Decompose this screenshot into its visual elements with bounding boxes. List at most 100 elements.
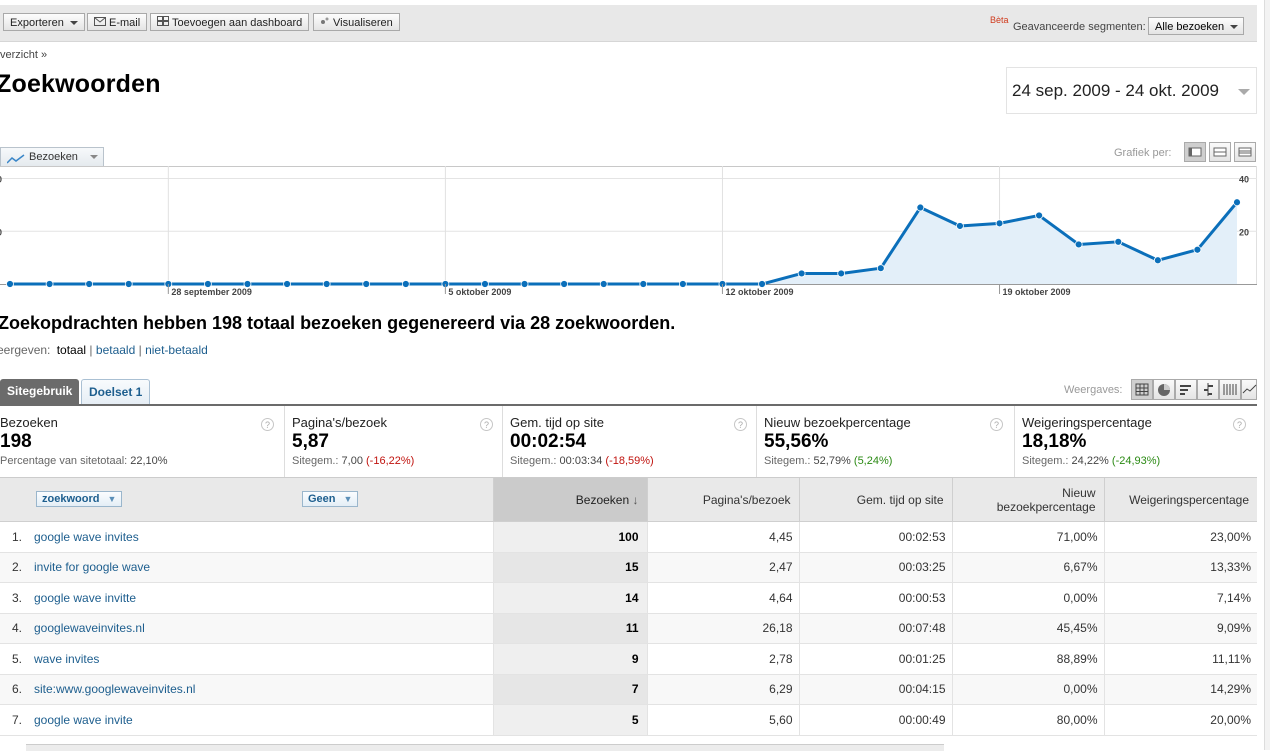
keyword-link[interactable]: googlewaveinvites.nl (34, 621, 145, 636)
new-visits-cell: 80,00% (1056, 712, 1098, 727)
chart-series-line (10, 201, 1239, 286)
scorecard-pages-per-visit: Pagina's/bezoek 5,87 Sitegem.: 7,00 (-16… (285, 406, 503, 477)
table-body: 1. google wave invites 100 4,45 00:02:53 71,0… (0, 521, 1257, 736)
pages-column-header[interactable]: Pagina's/bezoek (646, 478, 799, 522)
row-rank-container: 3. (0, 582, 26, 614)
visits-cell-container: 9 (492, 643, 647, 675)
help-icon[interactable]: ? (990, 418, 1003, 431)
avg-time-cell: 00:07:48 (898, 621, 946, 636)
time-column-header[interactable]: Gem. tijd op site (798, 478, 952, 522)
table-row: 1. google wave invites 100 4,45 00:02:53 71,0… (0, 521, 1257, 553)
pages-per-visit-cell-container: 26,18 (646, 613, 799, 644)
new-visits-cell: 6,67% (1063, 560, 1098, 575)
scorecard-sub-value: 22,10% (130, 455, 168, 467)
avg-time-cell-container: 00:03:25 (798, 552, 952, 583)
new-visits-cell-container: 45,45% (951, 613, 1104, 644)
graph-by-month-button[interactable] (1234, 142, 1256, 162)
help-icon[interactable]: ? (480, 418, 493, 431)
trend-view-icon[interactable] (1241, 379, 1257, 400)
scorecard-avg-time: Gem. tijd op site 00:02:54 Sitegem.: 00:… (503, 406, 757, 477)
advanced-segments-select[interactable]: Alle bezoeken (1148, 17, 1244, 35)
add-to-dashboard-button[interactable]: Toevoegen aan dashboard (150, 13, 310, 32)
keyword-link[interactable]: google wave invites (34, 529, 139, 544)
pie-view-icon[interactable] (1153, 379, 1175, 400)
new-visits-column-header[interactable]: Nieuw bezoekpercentage (951, 478, 1104, 522)
chart-x-tick-label: 28 september 2009 (171, 287, 252, 297)
dashboard-icon (157, 14, 169, 32)
visits-chart: 28 september 2009 5 oktober 2009 12 oktobe… (0, 166, 1257, 297)
new-visits-cell: 45,45% (1056, 621, 1098, 636)
bounce-column-header[interactable]: Weigeringspercentage (1103, 478, 1257, 522)
dimension-header: zoekwoord ▼ Geen ▼ (26, 478, 493, 522)
tab-sitegebruik[interactable]: Sitegebruik (0, 379, 80, 404)
export-button[interactable]: Exporteren (3, 13, 85, 31)
chevron-down-icon: ▼ (343, 494, 353, 504)
view-filter-unpaid-link[interactable]: niet-betaald (145, 343, 208, 357)
chart-x-tick-label: 5 oktober 2009 (448, 287, 511, 297)
chart-data-point (243, 280, 252, 288)
chevron-down-icon (69, 21, 78, 26)
new-visits-cell-container: 80,00% (951, 704, 1104, 736)
bounce-rate-cell: 14,29% (1210, 682, 1251, 697)
keyword-link[interactable]: invite for google wave (34, 560, 151, 575)
table-row: 2. invite for google wave 15 2,47 00:03:25 6,… (0, 552, 1257, 583)
pages-per-visit-cell: 4,64 (769, 590, 793, 605)
primary-dimension-select[interactable]: zoekwoord ▼ (36, 491, 123, 507)
horizontal-scrollbar[interactable] (26, 744, 944, 751)
help-icon[interactable]: ? (1233, 418, 1246, 431)
help-icon[interactable]: ? (261, 418, 274, 431)
breadcrumb[interactable]: verzicht » (0, 49, 48, 61)
graph-by-week-button[interactable] (1209, 142, 1231, 162)
pages-header-label: Pagina's/bezoek (702, 492, 791, 507)
help-icon[interactable]: ? (734, 418, 747, 431)
table-view-icon[interactable] (1131, 379, 1153, 400)
tab-doelset-1[interactable]: Doelset 1 (81, 379, 151, 404)
scorecard-sub: Sitegem.: 7,00 (-16,22%) (292, 455, 502, 467)
comparison-view-icon[interactable] (1197, 379, 1219, 400)
keyword-link[interactable]: site:www.googlewaveinvites.nl (34, 682, 196, 697)
chevron-down-icon (1230, 25, 1238, 29)
views-label: Weergaves: (1064, 384, 1123, 396)
visits-cell: 9 (631, 651, 639, 666)
visits-column-header[interactable]: Bezoeken ↓ (492, 478, 647, 522)
keyword-link[interactable]: wave invites (34, 651, 100, 666)
keywords-table: zoekwoord ▼ Geen ▼ Bezoeken ↓ Pagina's/bez… (0, 478, 1257, 736)
line-chart-icon (6, 152, 25, 170)
pivot-view-icon[interactable] (1219, 379, 1241, 400)
scorecard-sub: Sitegem.: 52,79% (5,24%) (764, 455, 1014, 467)
vertical-scrollbar[interactable] (1264, 0, 1270, 750)
secondary-dimension-select[interactable]: Geen ▼ (302, 491, 359, 507)
keyword-link[interactable]: google wave invitte (34, 590, 137, 605)
pages-per-visit-cell: 6,29 (769, 682, 793, 697)
keyword-link-container: wave invites (26, 643, 493, 675)
scorecard-sub-label: Sitegem.: (764, 455, 811, 467)
visits-cell: 7 (631, 682, 639, 697)
report-toolbar: Exporteren E-mail Toevoegen aan dashboar… (0, 5, 1257, 42)
scorecard-name: Gem. tijd op site (510, 415, 604, 430)
email-button[interactable]: E-mail (87, 13, 148, 31)
pages-per-visit-cell: 5,60 (769, 712, 793, 727)
chart-x-tick-label: 12 oktober 2009 (725, 287, 793, 297)
table-row: 3. google wave invitte 14 4,64 00:00:53 0,00%… (0, 582, 1257, 614)
pages-per-visit-cell-container: 2,47 (646, 552, 799, 583)
visits-cell: 5 (631, 712, 639, 727)
visits-cell-container: 100 (492, 521, 647, 553)
new-visits-cell-container: 71,00% (951, 521, 1104, 553)
row-rank-container: 2. (0, 552, 26, 583)
date-range-picker[interactable]: 24 sep. 2009 - 24 okt. 2009 (1006, 67, 1257, 114)
chart-data-point (1114, 237, 1123, 246)
keyword-link[interactable]: google wave invite (34, 712, 133, 727)
view-filter-paid-link[interactable]: betaald (95, 343, 136, 357)
sort-desc-icon: ↓ (632, 492, 639, 507)
visualize-button[interactable]: Visualiseren (313, 13, 400, 31)
avg-time-cell: 00:04:15 (898, 682, 946, 697)
table-row: 7. google wave invite 5 5,60 00:00:49 80,00% 2… (0, 704, 1257, 736)
graph-metric-select[interactable]: Bezoeken (0, 147, 104, 166)
chart-data-point (1153, 256, 1162, 265)
new-visits-cell-container: 6,67% (951, 552, 1104, 583)
view-filter-label: eergeven: (0, 343, 51, 357)
chart-data-point (6, 280, 14, 288)
performance-view-icon[interactable] (1175, 379, 1197, 400)
chart-data-point (322, 280, 331, 288)
graph-by-day-button[interactable] (1184, 142, 1206, 162)
